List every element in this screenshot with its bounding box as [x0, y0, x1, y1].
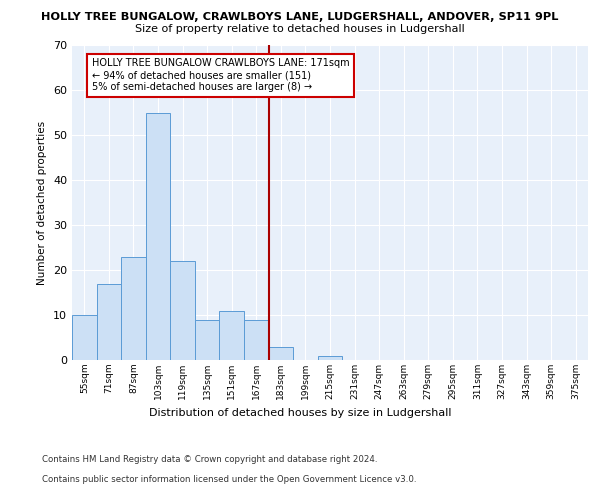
- Bar: [121, 256, 146, 360]
- Text: HOLLY TREE BUNGALOW CRAWLBOYS LANE: 171sqm
← 94% of detached houses are smaller : HOLLY TREE BUNGALOW CRAWLBOYS LANE: 171s…: [92, 58, 349, 92]
- Bar: [318, 356, 342, 360]
- Y-axis label: Number of detached properties: Number of detached properties: [37, 120, 47, 284]
- Text: Distribution of detached houses by size in Ludgershall: Distribution of detached houses by size …: [149, 408, 451, 418]
- Text: HOLLY TREE BUNGALOW, CRAWLBOYS LANE, LUDGERSHALL, ANDOVER, SP11 9PL: HOLLY TREE BUNGALOW, CRAWLBOYS LANE, LUD…: [41, 12, 559, 22]
- Text: Contains public sector information licensed under the Open Government Licence v3: Contains public sector information licen…: [42, 475, 416, 484]
- Bar: [146, 112, 170, 360]
- Bar: [269, 346, 293, 360]
- Bar: [244, 320, 269, 360]
- Bar: [170, 261, 195, 360]
- Bar: [97, 284, 121, 360]
- Text: Size of property relative to detached houses in Ludgershall: Size of property relative to detached ho…: [135, 24, 465, 34]
- Text: Contains HM Land Registry data © Crown copyright and database right 2024.: Contains HM Land Registry data © Crown c…: [42, 455, 377, 464]
- Bar: [72, 315, 97, 360]
- Bar: [220, 310, 244, 360]
- Bar: [195, 320, 220, 360]
